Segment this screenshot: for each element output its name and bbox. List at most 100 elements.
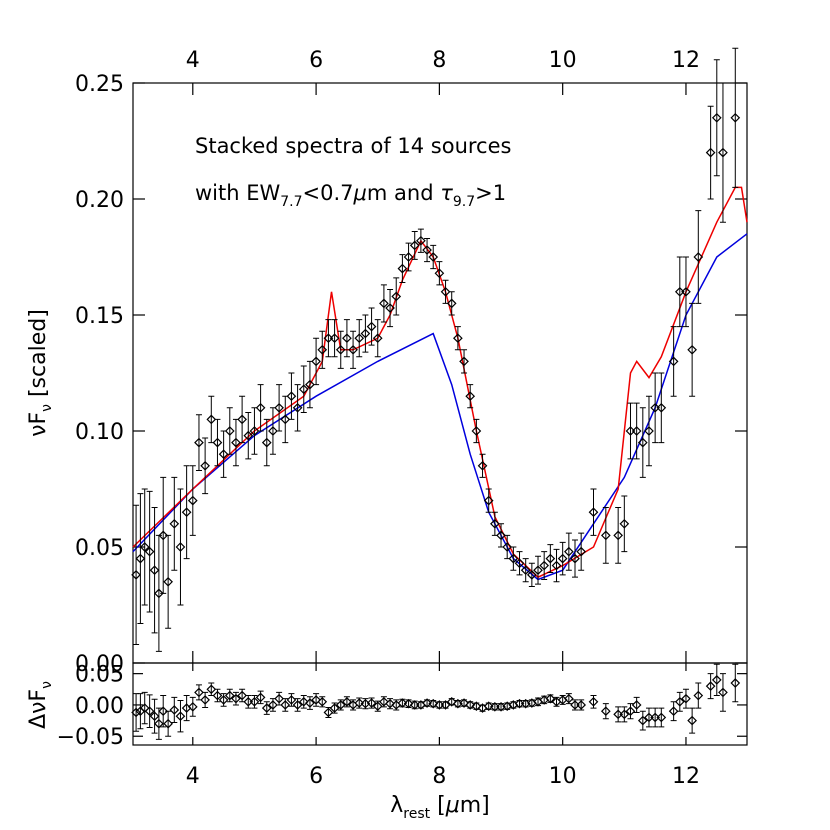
error-bar	[454, 326, 461, 351]
error-bar	[572, 539, 579, 578]
data-point	[545, 693, 556, 704]
error-bar	[732, 47, 739, 188]
error-bar	[621, 495, 628, 553]
data-point	[323, 333, 334, 344]
data-point	[354, 698, 365, 708]
error-bar	[417, 228, 424, 253]
data-point	[613, 709, 624, 720]
error-bar	[189, 696, 196, 717]
data-point	[588, 507, 599, 518]
error-bar	[208, 395, 215, 444]
error-bar	[621, 706, 628, 723]
data-point	[200, 460, 210, 471]
error-bar	[602, 507, 609, 564]
error-bar	[559, 695, 566, 705]
error-bar	[615, 706, 622, 723]
data-point	[354, 333, 365, 344]
error-bar	[627, 703, 634, 720]
data-point	[286, 391, 297, 402]
data-point	[483, 495, 494, 506]
x-tick-label: 8	[432, 764, 446, 789]
error-bar	[676, 691, 683, 712]
data-point	[366, 321, 377, 332]
data-point	[434, 268, 445, 279]
data-point	[705, 681, 716, 692]
data-point	[681, 286, 691, 297]
error-bar	[155, 707, 162, 740]
text: <0.7	[303, 181, 354, 205]
error-bar	[670, 326, 677, 397]
data-point	[335, 344, 346, 355]
data-point	[490, 701, 500, 712]
error-bar	[393, 277, 400, 316]
data-point	[163, 718, 173, 729]
data-point	[533, 565, 543, 576]
x-tick-label: 6	[309, 48, 323, 73]
error-bar	[578, 532, 585, 571]
error-bar	[160, 695, 167, 728]
data-point	[465, 391, 476, 402]
data-point	[397, 263, 408, 274]
error-bar	[467, 701, 474, 709]
error-bar	[387, 288, 394, 328]
error-bar	[713, 663, 720, 697]
data-point	[286, 695, 297, 705]
error-bar	[220, 430, 227, 478]
data-point	[175, 711, 186, 722]
error-bar	[639, 407, 646, 478]
error-bar	[541, 551, 548, 580]
data-point	[329, 703, 340, 713]
error-bar	[177, 488, 184, 606]
data-point	[187, 701, 198, 712]
text: μ	[445, 793, 460, 818]
data-point	[650, 712, 660, 723]
error-bar	[424, 237, 431, 263]
data-point	[243, 696, 254, 707]
error-bar	[461, 349, 468, 374]
text: >1	[475, 181, 506, 205]
data-point	[644, 712, 654, 723]
error-bar	[682, 256, 689, 328]
data-point	[335, 700, 346, 710]
data-point	[459, 356, 469, 367]
data-point	[317, 344, 328, 355]
error-bar	[232, 418, 239, 467]
x-tick-label: 12	[672, 764, 700, 789]
error-bar	[183, 695, 190, 722]
error-bar	[430, 244, 437, 270]
error-bar	[504, 702, 511, 710]
error-bar	[590, 488, 597, 536]
error-bar	[633, 402, 640, 460]
error-bar	[670, 701, 677, 722]
data-point	[711, 675, 722, 685]
data-point	[681, 693, 691, 704]
text: μ	[353, 181, 367, 205]
data-point	[730, 112, 741, 123]
data-point	[477, 460, 488, 471]
data-point	[372, 333, 383, 344]
data-point	[730, 678, 741, 688]
data-point	[194, 437, 204, 448]
data-point	[434, 700, 445, 710]
error-bar	[269, 407, 276, 455]
text: m and	[367, 181, 440, 205]
data-point	[274, 402, 284, 413]
error-bar	[417, 701, 424, 709]
data-point	[175, 542, 186, 552]
data-point	[508, 553, 519, 564]
data-point	[403, 252, 414, 262]
error-bar	[214, 418, 221, 467]
error-bar	[553, 548, 560, 583]
data-point	[711, 112, 722, 123]
data-point	[212, 690, 223, 701]
x-tick-label: 10	[549, 48, 577, 73]
error-bar	[411, 230, 418, 260]
error-bar	[257, 384, 264, 432]
data-point	[237, 414, 247, 425]
data-point	[600, 706, 611, 717]
residual-y-axis-label: ΔνFν	[26, 681, 55, 729]
data-point	[231, 693, 241, 704]
error-bar	[350, 330, 357, 369]
error-bar	[195, 414, 202, 471]
